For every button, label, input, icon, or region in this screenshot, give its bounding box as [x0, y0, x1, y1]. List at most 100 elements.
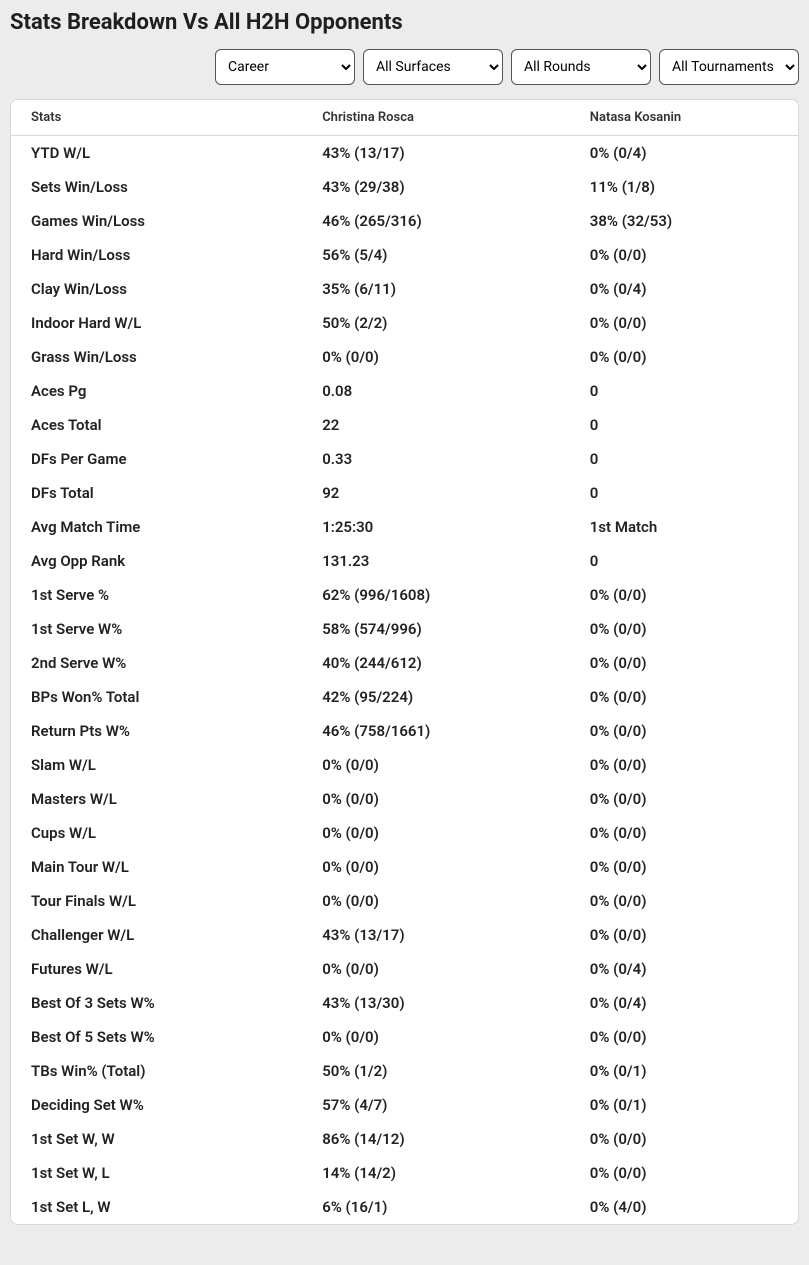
player2-value-cell: 0% (0/0): [570, 306, 798, 340]
player2-value-cell: 0% (0/0): [570, 1122, 798, 1156]
stat-name-cell: Clay Win/Loss: [11, 272, 302, 306]
stat-name-cell: Main Tour W/L: [11, 850, 302, 884]
stat-name-cell: BPs Won% Total: [11, 680, 302, 714]
table-row: DFs Total920: [11, 476, 798, 510]
table-row: Masters W/L0% (0/0)0% (0/0): [11, 782, 798, 816]
stat-name-cell: Masters W/L: [11, 782, 302, 816]
stat-name-cell: Deciding Set W%: [11, 1088, 302, 1122]
period-select[interactable]: Career: [215, 49, 355, 85]
table-row: Aces Pg0.080: [11, 374, 798, 408]
stat-name-cell: Avg Match Time: [11, 510, 302, 544]
player2-value-cell: 0: [570, 476, 798, 510]
stat-name-cell: Aces Pg: [11, 374, 302, 408]
stat-name-cell: Hard Win/Loss: [11, 238, 302, 272]
player2-value-cell: 0% (0/4): [570, 136, 798, 171]
stats-table-wrap: Stats Christina Rosca Natasa Kosanin YTD…: [10, 99, 799, 1225]
stat-name-cell: 1st Serve %: [11, 578, 302, 612]
surface-select[interactable]: All Surfaces: [363, 49, 503, 85]
player1-value-cell: 43% (13/17): [302, 918, 570, 952]
player1-value-cell: 6% (16/1): [302, 1190, 570, 1224]
col-header-player1: Christina Rosca: [302, 100, 570, 136]
table-row: 2nd Serve W%40% (244/612)0% (0/0): [11, 646, 798, 680]
player2-value-cell: 38% (32/53): [570, 204, 798, 238]
table-row: Challenger W/L43% (13/17)0% (0/0): [11, 918, 798, 952]
stat-name-cell: Sets Win/Loss: [11, 170, 302, 204]
stat-name-cell: 2nd Serve W%: [11, 646, 302, 680]
table-row: Best Of 5 Sets W%0% (0/0)0% (0/0): [11, 1020, 798, 1054]
table-row: 1st Set L, W6% (16/1)0% (4/0): [11, 1190, 798, 1224]
player2-value-cell: 11% (1/8): [570, 170, 798, 204]
player1-value-cell: 46% (265/316): [302, 204, 570, 238]
player1-value-cell: 46% (758/1661): [302, 714, 570, 748]
player1-value-cell: 43% (13/17): [302, 136, 570, 171]
player2-value-cell: 0% (0/0): [570, 1156, 798, 1190]
stat-name-cell: TBs Win% (Total): [11, 1054, 302, 1088]
player1-value-cell: 0% (0/0): [302, 850, 570, 884]
player1-value-cell: 42% (95/224): [302, 680, 570, 714]
table-row: Aces Total220: [11, 408, 798, 442]
table-row: Grass Win/Loss0% (0/0)0% (0/0): [11, 340, 798, 374]
player1-value-cell: 40% (244/612): [302, 646, 570, 680]
round-select[interactable]: All Rounds: [511, 49, 651, 85]
stat-name-cell: 1st Set W, L: [11, 1156, 302, 1190]
player2-value-cell: 0% (0/0): [570, 612, 798, 646]
player1-value-cell: 1:25:30: [302, 510, 570, 544]
table-row: Avg Opp Rank131.230: [11, 544, 798, 578]
stat-name-cell: 1st Set W, W: [11, 1122, 302, 1156]
stat-name-cell: Cups W/L: [11, 816, 302, 850]
player1-value-cell: 0% (0/0): [302, 340, 570, 374]
player1-value-cell: 86% (14/12): [302, 1122, 570, 1156]
player1-value-cell: 62% (996/1608): [302, 578, 570, 612]
table-row: Futures W/L0% (0/0)0% (0/4): [11, 952, 798, 986]
player2-value-cell: 0: [570, 408, 798, 442]
stat-name-cell: Games Win/Loss: [11, 204, 302, 238]
player1-value-cell: 0.08: [302, 374, 570, 408]
table-row: Clay Win/Loss35% (6/11)0% (0/4): [11, 272, 798, 306]
player2-value-cell: 0% (0/0): [570, 748, 798, 782]
stats-table-header-row: Stats Christina Rosca Natasa Kosanin: [11, 100, 798, 136]
player2-value-cell: 0% (0/0): [570, 238, 798, 272]
table-row: Avg Match Time1:25:301st Match: [11, 510, 798, 544]
filter-bar: Career All Surfaces All Rounds All Tourn…: [10, 49, 799, 85]
player2-value-cell: 0% (0/0): [570, 714, 798, 748]
col-header-player2: Natasa Kosanin: [570, 100, 798, 136]
table-row: Main Tour W/L0% (0/0)0% (0/0): [11, 850, 798, 884]
player1-value-cell: 0% (0/0): [302, 952, 570, 986]
table-row: 1st Serve W%58% (574/996)0% (0/0): [11, 612, 798, 646]
tournament-select[interactable]: All Tournaments: [659, 49, 799, 85]
stat-name-cell: Avg Opp Rank: [11, 544, 302, 578]
player2-value-cell: 0% (0/0): [570, 918, 798, 952]
player1-value-cell: 92: [302, 476, 570, 510]
stat-name-cell: DFs Per Game: [11, 442, 302, 476]
player2-value-cell: 0% (0/0): [570, 1020, 798, 1054]
player2-value-cell: 0: [570, 544, 798, 578]
table-row: Deciding Set W%57% (4/7)0% (0/1): [11, 1088, 798, 1122]
player2-value-cell: 0% (4/0): [570, 1190, 798, 1224]
player1-value-cell: 57% (4/7): [302, 1088, 570, 1122]
player1-value-cell: 56% (5/4): [302, 238, 570, 272]
stat-name-cell: Grass Win/Loss: [11, 340, 302, 374]
stat-name-cell: Best Of 5 Sets W%: [11, 1020, 302, 1054]
table-row: Slam W/L0% (0/0)0% (0/0): [11, 748, 798, 782]
player1-value-cell: 0% (0/0): [302, 816, 570, 850]
player2-value-cell: 0: [570, 442, 798, 476]
table-row: BPs Won% Total42% (95/224)0% (0/0): [11, 680, 798, 714]
player2-value-cell: 1st Match: [570, 510, 798, 544]
table-row: 1st Set W, W86% (14/12)0% (0/0): [11, 1122, 798, 1156]
player1-value-cell: 0% (0/0): [302, 884, 570, 918]
player1-value-cell: 43% (29/38): [302, 170, 570, 204]
player2-value-cell: 0% (0/0): [570, 340, 798, 374]
player2-value-cell: 0% (0/4): [570, 272, 798, 306]
player2-value-cell: 0% (0/0): [570, 850, 798, 884]
player1-value-cell: 43% (13/30): [302, 986, 570, 1020]
stat-name-cell: Aces Total: [11, 408, 302, 442]
player1-value-cell: 22: [302, 408, 570, 442]
player2-value-cell: 0% (0/0): [570, 782, 798, 816]
player2-value-cell: 0: [570, 374, 798, 408]
table-row: Sets Win/Loss43% (29/38)11% (1/8): [11, 170, 798, 204]
table-row: Indoor Hard W/L50% (2/2)0% (0/0): [11, 306, 798, 340]
player1-value-cell: 0% (0/0): [302, 782, 570, 816]
player1-value-cell: 58% (574/996): [302, 612, 570, 646]
stat-name-cell: 1st Set L, W: [11, 1190, 302, 1224]
stat-name-cell: Return Pts W%: [11, 714, 302, 748]
